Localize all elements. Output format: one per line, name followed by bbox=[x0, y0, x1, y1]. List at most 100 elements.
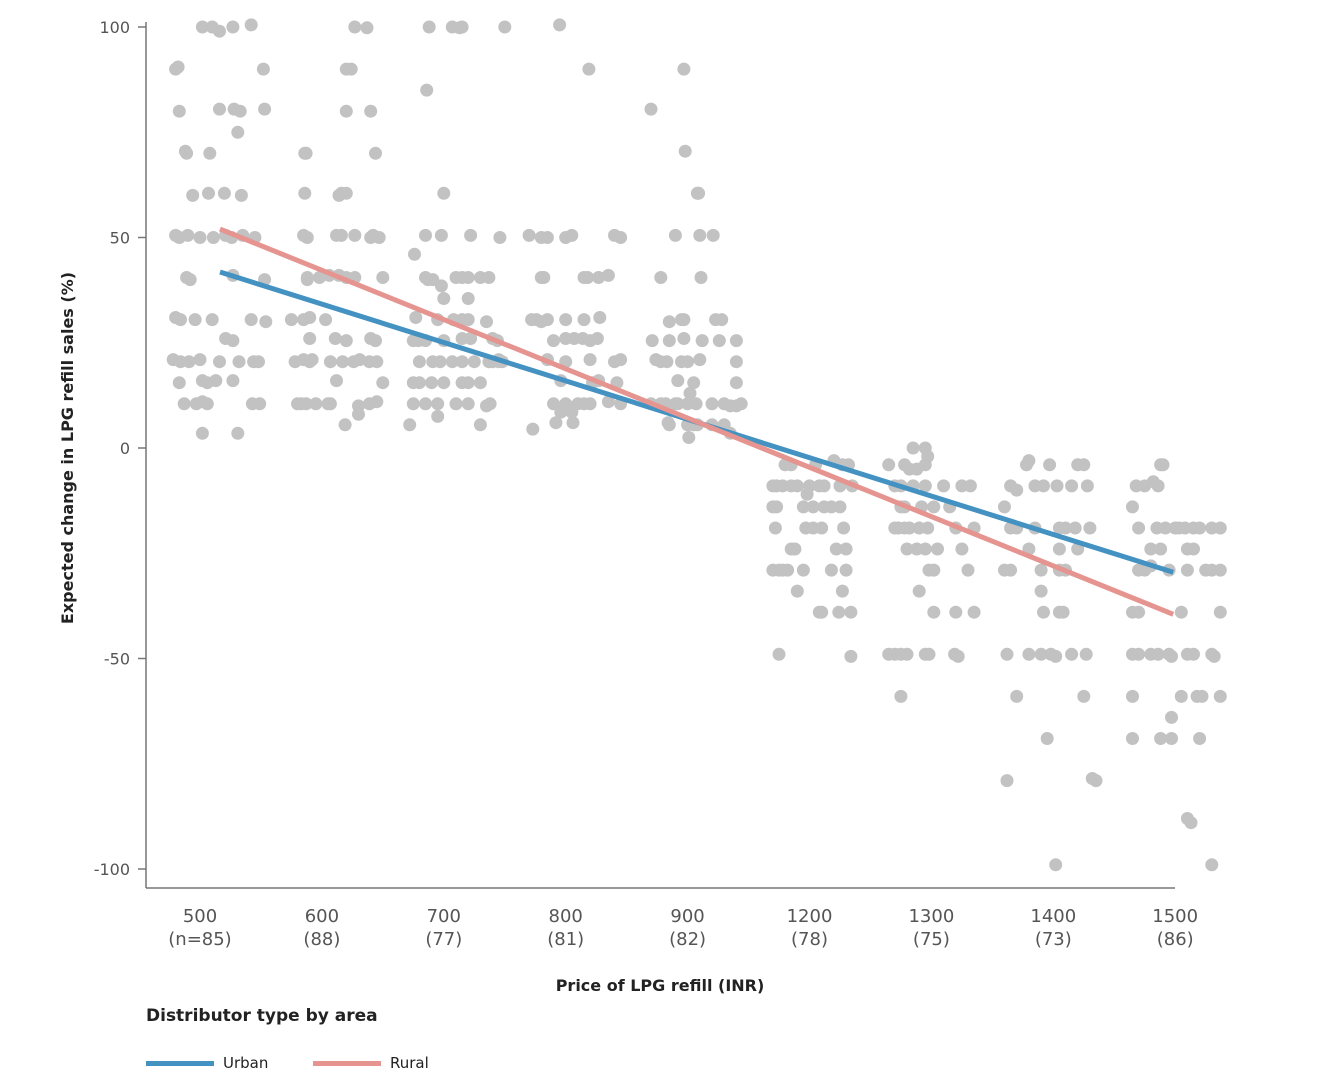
scatter-point bbox=[796, 500, 810, 514]
scatter-point bbox=[370, 355, 384, 369]
scatter-point bbox=[1037, 605, 1050, 619]
scatter-point bbox=[328, 332, 342, 345]
scatter-point bbox=[231, 125, 245, 139]
scatter-point bbox=[186, 188, 200, 202]
scatter-point bbox=[692, 186, 706, 200]
scatter-point bbox=[537, 271, 551, 284]
scatter-point bbox=[601, 268, 615, 282]
scatter-point bbox=[299, 397, 313, 411]
scatter-point bbox=[1050, 479, 1064, 493]
scatter-point bbox=[540, 231, 554, 244]
scatter-point bbox=[234, 188, 248, 202]
scatter-point bbox=[800, 487, 814, 501]
scatter-point bbox=[678, 144, 692, 158]
scatter-point bbox=[662, 418, 676, 432]
scatter-point bbox=[483, 397, 497, 411]
scatter-point bbox=[461, 397, 475, 411]
scatter-point bbox=[339, 104, 353, 118]
scatter-point bbox=[1165, 649, 1178, 663]
scatter-point bbox=[482, 271, 496, 284]
scatter-point bbox=[1132, 605, 1146, 619]
x-tick-sample-size: (88) bbox=[303, 929, 340, 950]
scatter-point bbox=[226, 374, 240, 388]
scatter-point bbox=[422, 20, 436, 34]
scatter-point bbox=[303, 332, 317, 345]
scatter-point bbox=[409, 311, 423, 324]
scatter-point bbox=[522, 228, 536, 242]
scatter-point bbox=[1165, 732, 1178, 745]
scatter-point bbox=[1077, 689, 1091, 703]
scatter-point bbox=[1049, 649, 1063, 663]
legend-label-rural: Rural bbox=[390, 1054, 429, 1072]
scatter-point bbox=[455, 355, 469, 369]
scatter-point bbox=[1184, 816, 1198, 830]
scatter-point bbox=[464, 228, 478, 242]
scatter-point bbox=[815, 521, 829, 535]
scatter-point bbox=[796, 563, 810, 577]
scatter-point bbox=[1034, 647, 1048, 661]
scatter-point bbox=[729, 355, 743, 369]
scatter-point bbox=[540, 313, 554, 327]
scatter-point bbox=[829, 542, 843, 556]
scatter-point bbox=[177, 397, 191, 411]
scatter-point bbox=[253, 397, 267, 411]
scatter-point bbox=[461, 271, 475, 284]
scatter-point bbox=[832, 605, 846, 619]
scatter-point bbox=[1083, 521, 1097, 535]
scatter-point bbox=[1079, 647, 1093, 661]
scatter-point bbox=[677, 332, 691, 345]
trend-line-rural bbox=[219, 226, 1175, 617]
scatter-point bbox=[352, 407, 365, 421]
scatter-point bbox=[768, 521, 782, 535]
scatter-point bbox=[1187, 542, 1200, 556]
scatter-point bbox=[1004, 563, 1018, 577]
scatter-point bbox=[681, 355, 695, 369]
scatter-point bbox=[729, 334, 743, 348]
scatter-point bbox=[949, 605, 963, 619]
scatter-point bbox=[614, 353, 628, 367]
scatter-point bbox=[174, 313, 187, 327]
trend-lines bbox=[219, 226, 1175, 617]
scatter-point bbox=[336, 355, 350, 369]
scatter-point bbox=[182, 355, 196, 369]
x-tick-sample-size: (86) bbox=[1157, 929, 1194, 950]
scatter-point bbox=[1151, 647, 1165, 661]
scatter-point bbox=[565, 228, 579, 242]
scatter-point bbox=[547, 334, 560, 348]
scatter-point bbox=[593, 311, 607, 324]
scatter-point bbox=[425, 376, 439, 390]
scatter-point bbox=[406, 397, 420, 411]
scatter-point bbox=[461, 313, 475, 327]
y-tick-label: 50 bbox=[110, 229, 130, 248]
scatter-point bbox=[1205, 858, 1219, 872]
scatter-point bbox=[1174, 689, 1188, 703]
scatter-point bbox=[226, 334, 240, 348]
scatter-point bbox=[467, 355, 481, 369]
legend-item-rural: Rural bbox=[313, 1054, 429, 1072]
scatter-point bbox=[839, 542, 853, 556]
scatter-point bbox=[213, 102, 226, 116]
scatter-point bbox=[1022, 454, 1036, 468]
scatter-point bbox=[1156, 458, 1170, 472]
scatter-point bbox=[565, 405, 579, 419]
scatter-point bbox=[955, 542, 969, 556]
scatter-point bbox=[353, 353, 367, 367]
scatter-point bbox=[259, 315, 273, 329]
scatter-point bbox=[693, 228, 707, 242]
scatter-point bbox=[1065, 647, 1079, 661]
x-tick-sample-size: (78) bbox=[791, 929, 828, 950]
scatter-point bbox=[338, 418, 352, 432]
scatter-point bbox=[233, 104, 247, 118]
x-ticks: 500(n=85) 600(88) 700(77) 800(81) 900(82) 120… bbox=[168, 906, 1198, 950]
scatter-point bbox=[431, 409, 445, 423]
scatter-point bbox=[1132, 647, 1146, 661]
scatter-point bbox=[256, 62, 270, 76]
scatter-point bbox=[577, 313, 591, 327]
scatter-point bbox=[205, 313, 219, 327]
scatter-point bbox=[480, 315, 493, 329]
scatter-point bbox=[1126, 500, 1139, 514]
scatter-point bbox=[473, 376, 487, 390]
scatter-point bbox=[226, 20, 240, 34]
scatter-point bbox=[437, 186, 451, 200]
scatter-point bbox=[171, 60, 185, 74]
